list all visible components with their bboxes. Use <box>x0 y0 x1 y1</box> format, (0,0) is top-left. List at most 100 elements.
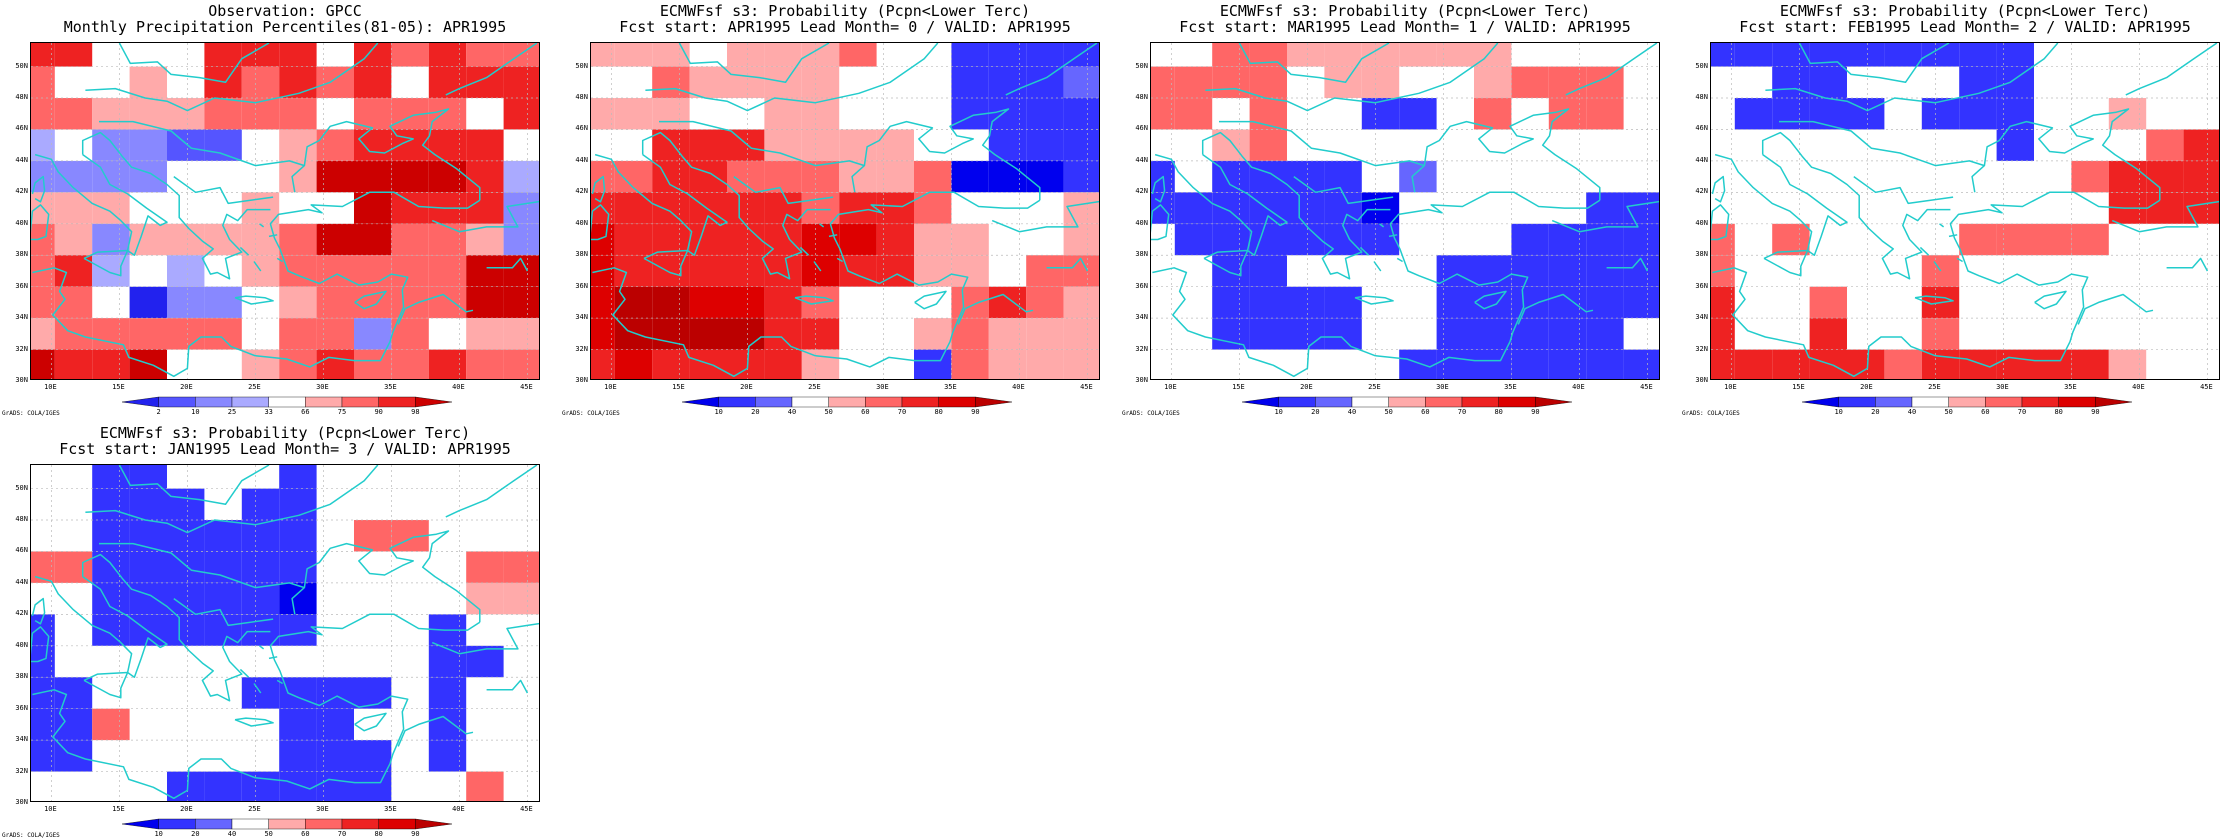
coastline <box>957 293 1034 325</box>
coastline <box>99 542 305 589</box>
grid-cell <box>914 223 952 256</box>
grid-cell <box>316 318 354 350</box>
grid-cell <box>1174 192 1213 224</box>
grid-cell <box>764 255 802 287</box>
grid-cell <box>1474 349 1512 379</box>
grid-cell <box>689 255 727 287</box>
coastline <box>1411 108 1601 201</box>
lat-label: 46N <box>1135 124 1148 133</box>
grid-cell <box>1734 98 1773 130</box>
coastline <box>253 261 262 272</box>
grid-cell <box>204 520 242 552</box>
grid-cell <box>1287 43 1325 67</box>
grid-cell <box>951 43 989 67</box>
grid-cell <box>316 771 354 801</box>
coastlines <box>1151 43 1659 378</box>
colorbar-tick-label: 40 <box>227 830 237 838</box>
lon-label: 40E <box>1572 383 1585 391</box>
colorbar-segment <box>268 396 306 408</box>
grid-cell <box>279 520 317 552</box>
grid-cell <box>92 708 130 741</box>
colorbar-tick-label: 70 <box>337 830 347 838</box>
colorbar-segment <box>2058 396 2096 408</box>
grid-cell <box>92 129 130 161</box>
lon-label: 10E <box>1724 383 1737 391</box>
colorbar-tick-label: 80 <box>1494 408 1503 416</box>
grid-cell <box>129 551 167 583</box>
grid-cell <box>876 129 914 161</box>
grid-cell <box>241 771 280 801</box>
lat-label: 36N <box>575 281 588 290</box>
coastline <box>259 645 265 650</box>
grid-cell <box>1174 66 1213 99</box>
grid-cell <box>503 349 539 379</box>
grid-cell <box>1324 286 1362 319</box>
grid-cell <box>1249 286 1287 319</box>
grid-cell <box>1026 318 1064 350</box>
grid-cell <box>1711 286 1735 319</box>
colorbar-segment <box>121 818 159 830</box>
lat-label: 44N <box>575 155 588 164</box>
colorbar-tick-label: 60 <box>861 408 870 416</box>
lon-label: 25E <box>808 383 821 391</box>
grid-cell <box>2146 129 2184 161</box>
gridlines <box>31 43 539 379</box>
colorbar-tick-label: 40 <box>787 408 797 416</box>
lon-label: 40E <box>2132 383 2145 391</box>
grid-cell <box>92 488 130 521</box>
colorbar-segment <box>2021 396 2059 408</box>
colorbar-tick-label: 20 <box>1871 408 1880 416</box>
grid-cell <box>428 677 467 709</box>
grid-cell <box>1711 349 1735 379</box>
lon-label: 40E <box>452 383 465 391</box>
coastline <box>1238 43 1390 84</box>
grid-cell <box>1847 98 1885 130</box>
coastline <box>641 131 831 280</box>
colorbar <box>121 818 453 830</box>
coastline <box>99 120 305 167</box>
lat-label: 30N <box>1695 376 1708 384</box>
grid-cell <box>31 43 55 67</box>
grid-cell <box>1623 349 1659 379</box>
lat-label: 44N <box>1695 155 1708 164</box>
grid-cell <box>1474 255 1512 287</box>
grid-cell <box>503 318 539 350</box>
grid-cell <box>1436 318 1474 350</box>
grid-cell <box>428 98 467 130</box>
grid-cell <box>2071 223 2109 256</box>
panel-title-line2: Fcst start: JAN1995 Lead Month= 3 / VALI… <box>59 440 511 458</box>
grid-cell <box>1996 349 2034 379</box>
coastlines <box>31 43 539 378</box>
grid-cell <box>1212 43 1250 67</box>
grid-cell <box>1921 349 1960 379</box>
grid-cell <box>129 582 167 615</box>
lon-label: 10E <box>44 383 57 391</box>
grid-cell <box>129 129 167 161</box>
lat-label: 38N <box>575 250 588 259</box>
grid-cell <box>1063 318 1099 350</box>
grid-cell <box>428 645 467 678</box>
grid-cell <box>727 43 765 67</box>
panel-title-line2: Monthly Precipitation Percentiles(81-05)… <box>63 18 507 36</box>
grid-cell <box>279 677 317 709</box>
grid-cell <box>204 286 242 319</box>
coastline <box>1219 120 1425 167</box>
lon-label: 20E <box>1860 383 1873 391</box>
grads-credit: GrADS: COLA/IGES <box>1682 410 1740 417</box>
grid-cell <box>988 349 1027 379</box>
grid-cell <box>1474 43 1512 67</box>
grid-cell <box>1809 286 1847 319</box>
grid-cell <box>2183 160 2219 193</box>
coastline <box>1933 261 1942 272</box>
colorbar-segment <box>1241 396 1279 408</box>
grid-cell <box>1026 286 1064 319</box>
grid-cell <box>167 223 205 256</box>
grid-cell <box>354 129 392 161</box>
grid-cell <box>31 98 55 130</box>
grid-cell <box>1249 98 1287 130</box>
grid-cell <box>204 223 242 256</box>
grid-cell <box>466 645 504 678</box>
grid-cell <box>652 98 690 130</box>
lon-label: 25E <box>1368 383 1381 391</box>
grid-cell <box>1884 349 1922 379</box>
